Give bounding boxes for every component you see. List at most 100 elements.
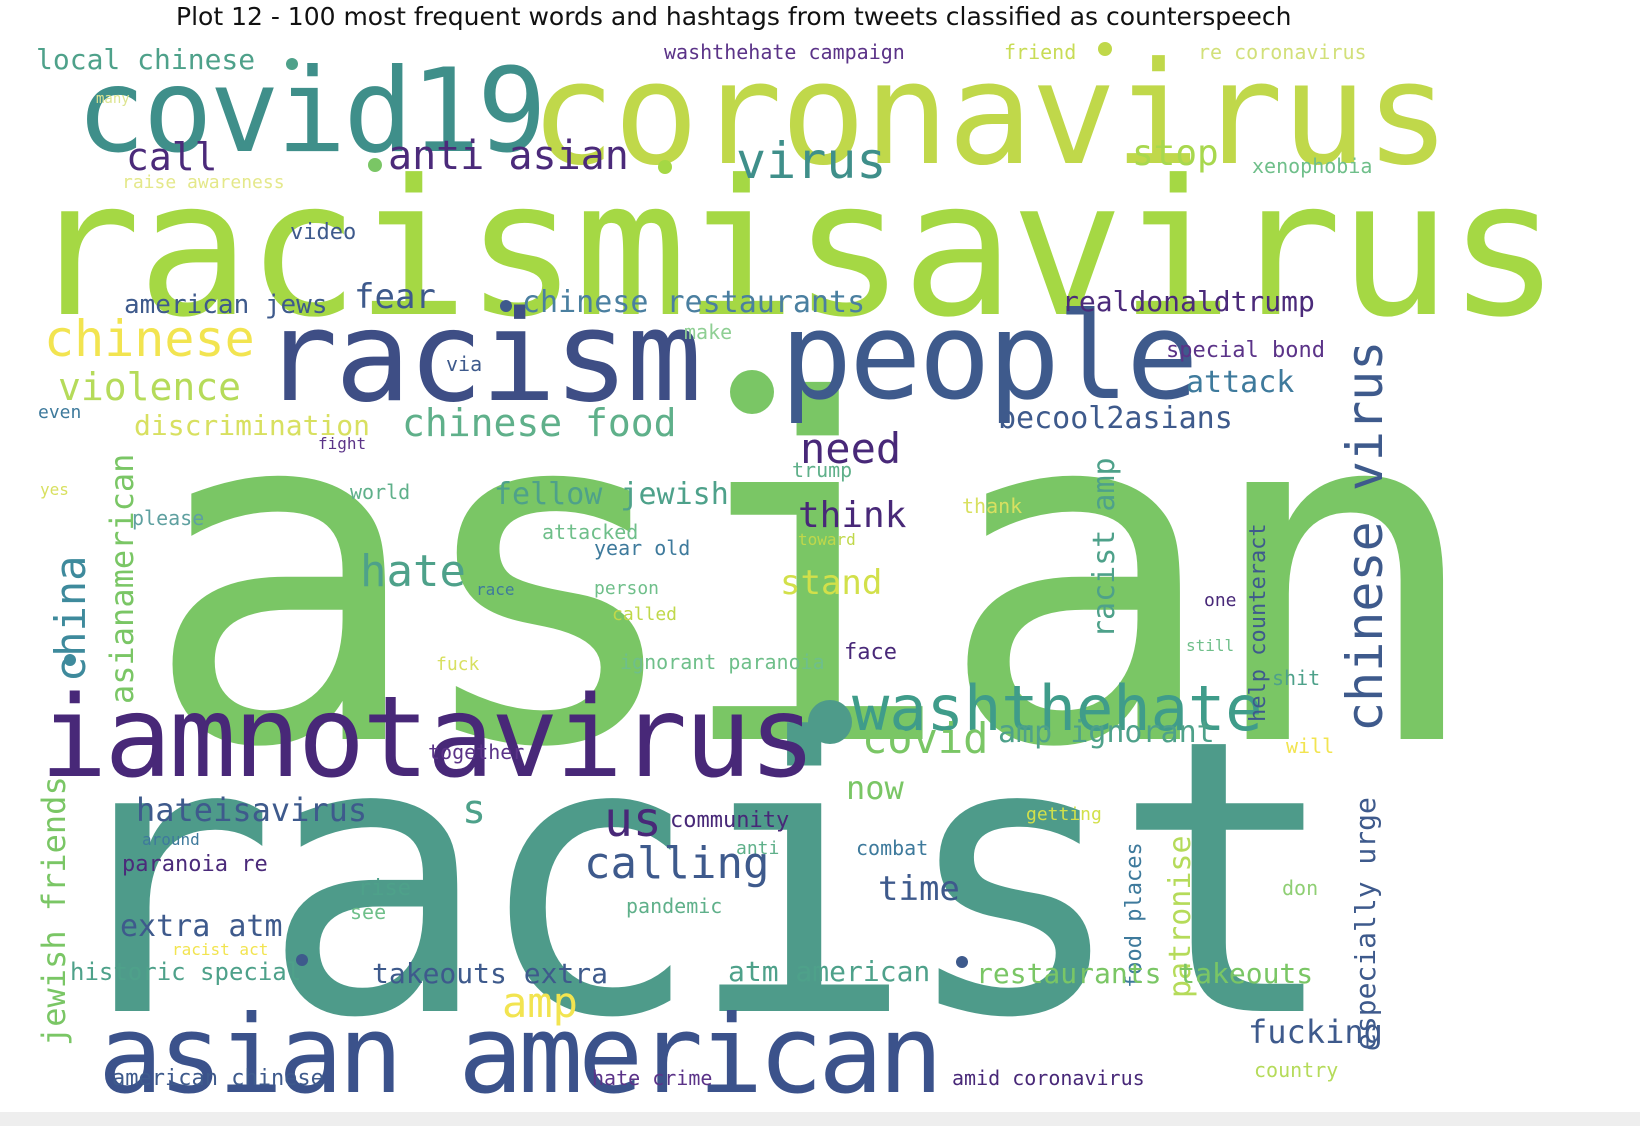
dot-iamnotavirus [808, 700, 852, 744]
word-hateisavirus: hateisavirus [136, 791, 368, 829]
word-stop: stop [1132, 133, 1219, 174]
word-yes: yes [40, 480, 69, 499]
word-fear: fear [354, 277, 436, 317]
word-country: country [1254, 1058, 1339, 1082]
word-asianamerican: asianamerican [103, 453, 141, 704]
dot-5 [500, 300, 512, 312]
word-together: together [428, 740, 525, 764]
word-racist: racist [48, 658, 1341, 1101]
word-american-jews: american jews [124, 290, 328, 320]
word-toward: toward [798, 530, 856, 549]
word-many: many [96, 91, 130, 107]
word-need: need [800, 424, 902, 473]
plot-title: Plot 12 - 100 most frequent words and ha… [176, 2, 1292, 31]
word-washthehate: washthehate [852, 672, 1263, 745]
word-see: see [350, 900, 387, 924]
word-american-chinese: american chinese [112, 1066, 324, 1091]
word-asian-american: asian american [98, 993, 943, 1118]
word-race: race [476, 580, 515, 599]
word-special-bond: special bond [1166, 338, 1325, 363]
word-ignorant-paranoia: ignorant paranoia [620, 650, 825, 674]
word-xenophobia: xenophobia [1252, 154, 1373, 178]
word-racism: racism [262, 283, 702, 430]
word-stand: stand [780, 563, 883, 603]
word-fuck: fuck [436, 654, 480, 675]
word-now: now [846, 769, 904, 807]
word-chinese-food: chinese food [402, 401, 677, 445]
word-chinese-restaurants: chinese restaurants [522, 285, 866, 320]
dot-people [730, 370, 774, 414]
dot-3 [658, 160, 672, 174]
word-racismisavirus: racismisavirus [28, 140, 1561, 359]
word-virus: virus [736, 132, 887, 190]
word-combat: combat [856, 836, 929, 860]
word-person: person [594, 578, 660, 599]
word-thank: thank [962, 494, 1023, 518]
bottom-scroll-strip [0, 1112, 1640, 1126]
word-historic-special: historic special [70, 958, 302, 986]
word-getting: getting [1026, 804, 1102, 825]
word-make: make [684, 320, 733, 344]
word-via: via [446, 352, 483, 376]
word-will: will [1286, 734, 1335, 758]
word-attack: attack [1186, 365, 1295, 400]
word-year-old: year old [594, 536, 691, 560]
word-rise: rise [358, 876, 411, 901]
word-iamnotavirus: iamnotavirus [40, 673, 816, 803]
word-chinese: chinese [44, 310, 255, 368]
word-people: people [780, 288, 1198, 427]
word-racist-act: racist act [172, 940, 269, 959]
word-us: us [604, 792, 662, 848]
word-discrimination: discrimination [134, 409, 371, 442]
word-takeouts-extra: takeouts extra [372, 957, 609, 990]
word-face: face [844, 640, 897, 665]
word-chinese-virus: chinese virus [1336, 340, 1394, 732]
word-fight: fight [318, 434, 367, 453]
word-world: world [350, 480, 411, 504]
word-call: call [126, 135, 218, 179]
dot-8 [956, 956, 968, 968]
word-still: still [1186, 636, 1235, 655]
word-washthehate-campaign: washthehate campaign [664, 40, 905, 64]
word-time: time [878, 869, 960, 909]
word-help-counteract: help counteract [1246, 523, 1271, 722]
word-video: video [290, 220, 357, 245]
word-hate-crime: hate crime [592, 1066, 713, 1090]
word-violence: violence [58, 365, 242, 409]
word-one: one [1204, 590, 1237, 611]
word-amp-ignorant: amp ignorant [998, 715, 1215, 750]
word-anti: anti [736, 838, 780, 859]
word-covid: covid [862, 714, 989, 763]
dot-7 [296, 954, 308, 966]
word-coronavirus: coronavirus [530, 32, 1450, 197]
word-trump: trump [792, 458, 853, 482]
word-atm-american: atm american [728, 955, 931, 988]
word-becool2asians: becool2asians [998, 401, 1233, 436]
word-please: please [132, 506, 205, 530]
word-local-chinese: local chinese [36, 43, 256, 76]
word-paranoia-re: paranoia re [122, 852, 268, 877]
word-shit: shit [1272, 666, 1321, 690]
word-community: community [670, 808, 790, 833]
dot-1 [286, 58, 298, 70]
dot-4 [1098, 42, 1112, 56]
word-s: s [462, 787, 487, 833]
word-amid-coronavirus: amid coronavirus [952, 1066, 1145, 1090]
word-calling: calling [584, 838, 770, 889]
word-friend: friend [1004, 40, 1077, 64]
word-raise-awareness: raise awareness [122, 172, 285, 193]
word-don: don [1282, 876, 1319, 900]
word-hate: hate [360, 546, 466, 597]
word-re-coronavirus: re coronavirus [1198, 40, 1367, 64]
word-attacked: attacked [542, 520, 639, 544]
word-fellow-jewish: fellow jewish [494, 477, 729, 512]
word-racist-amp: racist amp [1087, 457, 1122, 638]
word-jewish-friends: jewish friends [35, 776, 73, 1046]
word-cloud: racismisavirus asian racist coronavirus … [0, 40, 1561, 1126]
word-called: called [612, 604, 678, 625]
word-amp: amp [502, 978, 578, 1027]
word-even: even [38, 402, 82, 423]
word-around: around [142, 830, 200, 849]
word-restaurants-takeouts: restaurants takeouts [976, 957, 1314, 990]
